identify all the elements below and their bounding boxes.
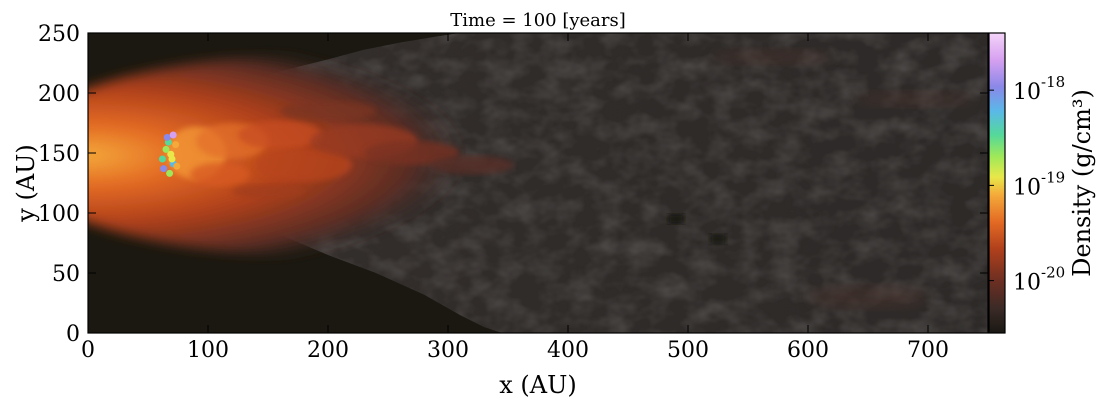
dark-clump — [710, 234, 726, 245]
wake-streak — [808, 285, 928, 309]
plot-area — [88, 33, 988, 333]
chart-title: Time = 100 [years] — [450, 10, 626, 31]
jet-filament — [190, 162, 250, 187]
jet-head-cell — [168, 155, 176, 163]
colorbar: 10-20 10-19 10-18 — [988, 32, 1065, 334]
jet-head-cell — [160, 165, 168, 173]
jet-head-cell — [162, 145, 170, 153]
jet-filament — [430, 155, 514, 175]
x-tick-label: 600 — [787, 338, 829, 363]
x-axis-label: x (AU) — [499, 371, 576, 399]
y-tick-label: 200 — [38, 82, 80, 107]
colorbar-tick-label: 10-18 — [1013, 73, 1065, 105]
x-tick-label: 700 — [907, 338, 949, 363]
y-tick-label: 50 — [52, 262, 80, 287]
colorbar-tick-label: 10-20 — [1013, 264, 1065, 296]
plot-frame — [87, 32, 989, 334]
dark-clump — [668, 214, 684, 224]
jet-head-cell — [173, 162, 181, 170]
axes: 0 100 200 300 400 500 600 700 0 50 100 150 200 250 — [38, 22, 989, 363]
jet-filament — [232, 184, 304, 199]
x-tick-label: 400 — [547, 338, 589, 363]
x-tick-label: 100 — [187, 338, 229, 363]
jet-head-cell — [163, 133, 171, 141]
y-tick-label: 250 — [38, 22, 80, 47]
jet-filament — [364, 141, 460, 165]
y-axis-label: y (AU) — [12, 144, 40, 222]
jet-head-cell — [169, 131, 177, 139]
jet-head-cell — [172, 141, 180, 149]
jet-filament — [238, 120, 322, 150]
x-tick-label: 200 — [307, 338, 349, 363]
y-tick-label: 100 — [38, 202, 80, 227]
x-tick-label: 500 — [667, 338, 709, 363]
colorbar-tick-label: 10-19 — [1013, 168, 1065, 200]
wake-streak — [856, 91, 976, 107]
y-tick-label: 150 — [38, 142, 80, 167]
x-tick-label: 0 — [81, 338, 95, 363]
x-tick-label: 300 — [427, 338, 469, 363]
wake-streak — [712, 49, 832, 65]
y-tick-label: 0 — [66, 322, 80, 347]
jet-head-cell — [166, 169, 174, 177]
jet-head-cell — [158, 155, 166, 163]
jet-filament — [280, 101, 376, 121]
jet-filament — [256, 148, 352, 182]
colorbar-label: Density (g/cm³) — [1068, 89, 1096, 277]
colorbar-gradient — [988, 32, 1006, 334]
